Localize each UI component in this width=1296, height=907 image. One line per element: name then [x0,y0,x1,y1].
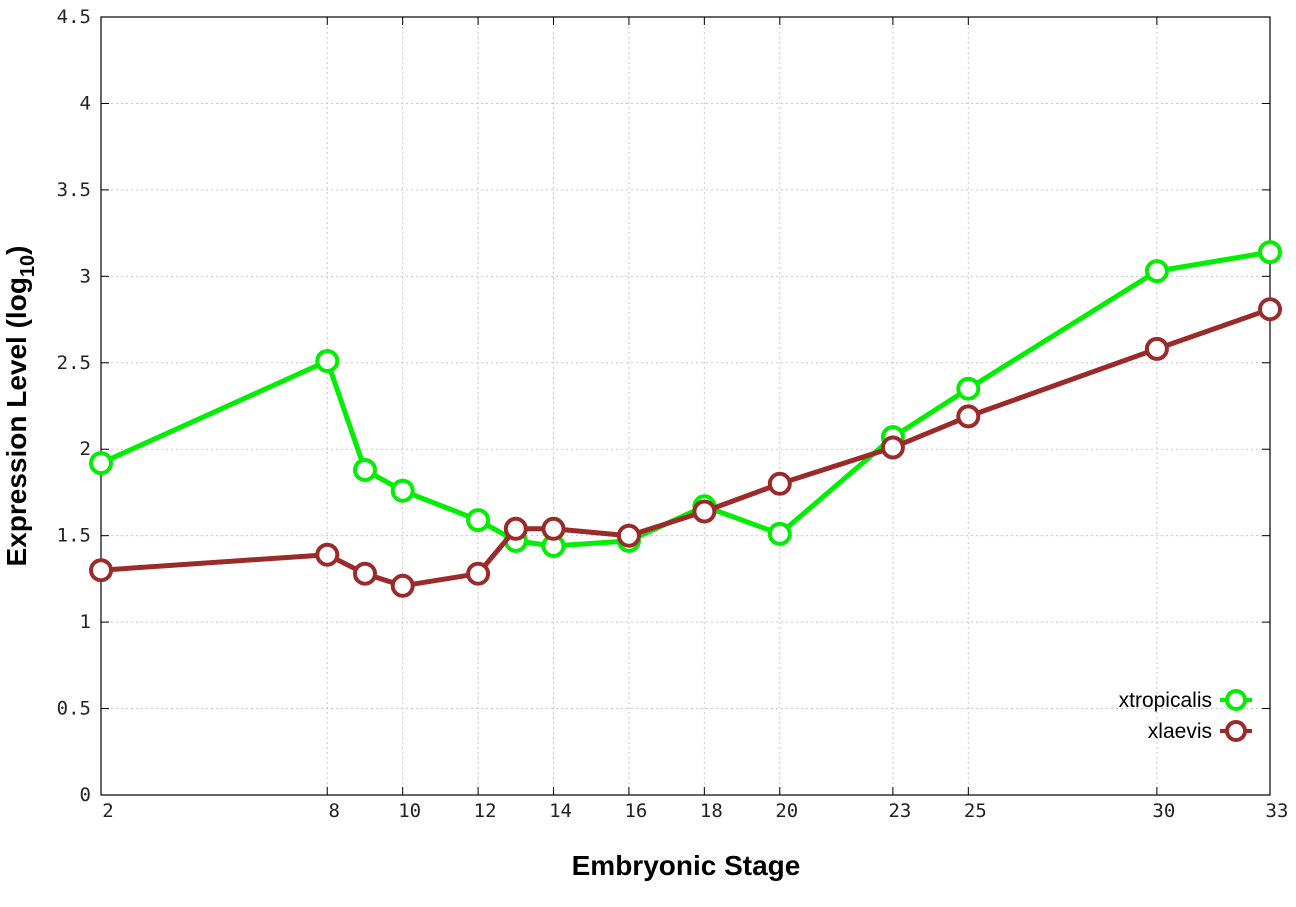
data-point-xtropicalis [353,458,377,482]
series-xtropicalis [89,240,1282,558]
data-point-xlaevis [466,561,491,586]
data-point-xlaevis [956,404,981,429]
y-axis-title-close: ) [1,246,32,255]
x-tick-label: 20 [775,800,798,822]
legend-label-xtropicalis: xtropicalis [1119,689,1212,712]
series-line-xtropicalis [99,249,1271,549]
y-tick-label: 4.5 [57,6,91,28]
data-point-xtropicalis [390,478,415,503]
y-tick-label: 1.5 [57,525,91,547]
data-point-xtropicalis [89,451,113,476]
series-xlaevis [89,297,1282,598]
x-tick-label: 18 [700,800,723,822]
legend-marker-xlaevis [1225,720,1247,742]
legend-entry-xtropicalis: xtropicalis [1119,689,1252,712]
x-tick-label: 8 [329,800,340,822]
x-axis-title: Embryonic Stage [572,850,801,881]
data-point-xtropicalis [1144,259,1169,284]
y-tick-label: 0.5 [57,698,91,720]
data-point-xtropicalis [315,349,340,373]
data-point-xlaevis [541,516,566,541]
y-tick-label: 3.5 [57,179,91,201]
plot-frame [100,16,1271,796]
x-tick-label: 12 [474,800,497,822]
data-point-xtropicalis [466,508,491,533]
data-point-xtropicalis [767,521,792,546]
data-point-xlaevis [390,573,415,598]
x-tick-label: 23 [888,800,911,822]
x-tick-label: 14 [549,800,572,822]
y-tick-label: 2.5 [57,352,91,374]
data-point-xtropicalis [1258,240,1282,265]
data-point-xlaevis [616,523,641,548]
data-point-xlaevis [767,471,792,496]
y-axis-title: Expression Level (log10) [1,246,39,567]
y-axis-title-main: Expression Level (log [1,277,32,566]
x-tick-label: 16 [624,800,647,822]
legend-label-xlaevis: xlaevis [1148,720,1212,743]
data-point-xlaevis [1258,297,1282,322]
y-tick-label: 4 [80,92,91,114]
data-point-xlaevis [89,558,113,583]
series-layer [89,240,1282,598]
data-point-xlaevis [353,561,377,586]
data-point-xlaevis [880,435,905,460]
data-point-xtropicalis [956,376,981,401]
x-tick-label: 30 [1152,800,1175,822]
x-tick-label: 10 [398,800,421,822]
legend: xtropicalis xlaevis [1119,689,1252,743]
data-point-xlaevis [1144,336,1169,361]
data-point-xlaevis [692,499,717,524]
y-tick-label: 2 [80,438,91,460]
axis-ticks: 0 0.5 1 1.5 2 2.5 3 3.5 4 4.5 2 8 10 12 14 16 18 20 23 25 30… [57,6,1289,822]
grid [101,17,1270,795]
y-tick-label: 3 [80,265,91,287]
x-tick-label: 2 [102,800,113,822]
x-tick-label: 25 [964,800,987,822]
y-axis-title-subscript: 10 [17,255,39,277]
legend-marker-xtropicalis [1225,689,1247,711]
data-point-xlaevis [315,542,340,567]
x-tick-label: 33 [1266,800,1289,822]
data-point-xlaevis [503,516,528,541]
y-tick-label: 1 [80,611,91,633]
y-tick-label: 0 [80,784,91,806]
legend-entry-xlaevis: xlaevis [1148,720,1252,743]
series-line-xlaevis [100,306,1271,589]
